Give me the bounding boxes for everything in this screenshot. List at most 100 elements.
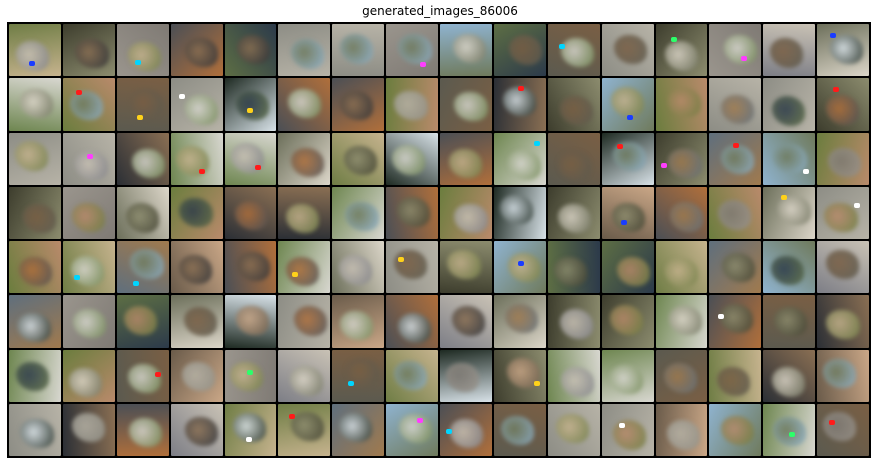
image-subject-blob bbox=[774, 306, 808, 336]
generated-image-tile bbox=[440, 403, 492, 456]
image-subject-blob bbox=[720, 416, 754, 446]
image-subject-blob bbox=[669, 202, 704, 232]
image-subject-blob bbox=[236, 252, 270, 282]
color-artifact-speck bbox=[620, 220, 627, 226]
generated-image-tile bbox=[440, 24, 492, 77]
generated-image-tile bbox=[278, 349, 331, 402]
generated-image-tile bbox=[547, 78, 600, 131]
image-subject-blob bbox=[507, 150, 542, 180]
image-subject-blob bbox=[507, 253, 541, 283]
generated-image-tile bbox=[440, 78, 492, 131]
generated-image-tile bbox=[278, 403, 331, 456]
image-subject-blob bbox=[561, 367, 595, 397]
image-subject-blob bbox=[668, 87, 702, 117]
image-subject-blob bbox=[609, 364, 643, 395]
generated-image-tile bbox=[601, 24, 654, 77]
image-subject-blob bbox=[229, 361, 264, 391]
image-subject-blob bbox=[449, 418, 484, 449]
image-subject-blob bbox=[560, 37, 594, 68]
generated-image-tile bbox=[9, 403, 61, 456]
color-artifact-speck bbox=[558, 43, 565, 49]
figure-title: generated_images_86006 bbox=[362, 4, 518, 18]
color-artifact-speck bbox=[76, 90, 83, 96]
generated-image-tile bbox=[62, 24, 115, 77]
image-subject-blob bbox=[291, 411, 325, 442]
generated-image-tile bbox=[817, 24, 869, 77]
generated-image-tile bbox=[116, 349, 169, 402]
image-subject-blob bbox=[822, 358, 856, 388]
image-subject-blob bbox=[829, 34, 864, 65]
image-subject-blob bbox=[18, 256, 53, 286]
image-subject-blob bbox=[553, 256, 587, 286]
generated-image-tile bbox=[763, 295, 816, 348]
generated-image-tile bbox=[386, 295, 438, 348]
generated-image-tile bbox=[170, 295, 223, 348]
image-subject-blob bbox=[724, 34, 758, 64]
generated-image-tile bbox=[655, 241, 708, 294]
image-subject-blob bbox=[289, 366, 324, 396]
generated-image-tile bbox=[709, 186, 762, 239]
generated-image-tile bbox=[709, 24, 762, 77]
generated-image-tile bbox=[62, 186, 115, 239]
generated-image-tile bbox=[763, 132, 816, 185]
generated-image-tile bbox=[278, 132, 331, 185]
image-subject-blob bbox=[236, 306, 270, 336]
image-subject-blob bbox=[70, 256, 104, 286]
image-subject-blob bbox=[130, 249, 164, 279]
generated-image-tile bbox=[62, 78, 115, 131]
generated-image-tile bbox=[62, 241, 115, 294]
generated-image-tile bbox=[386, 24, 438, 77]
color-artifact-speck bbox=[29, 60, 36, 66]
generated-image-tile bbox=[440, 186, 492, 239]
generated-image-tile bbox=[547, 186, 600, 239]
generated-image-tile bbox=[278, 295, 331, 348]
generated-image-tile bbox=[547, 295, 600, 348]
generated-image-tile bbox=[763, 78, 816, 131]
color-artifact-speck bbox=[87, 154, 94, 160]
image-subject-blob bbox=[398, 413, 433, 444]
color-artifact-speck bbox=[420, 62, 427, 68]
generated-image-tile bbox=[709, 132, 762, 185]
generated-image-tile bbox=[763, 349, 816, 402]
color-artifact-speck bbox=[781, 195, 788, 201]
color-artifact-speck bbox=[671, 36, 678, 42]
generated-image-tile bbox=[547, 24, 600, 77]
color-artifact-speck bbox=[803, 169, 809, 175]
image-subject-blob bbox=[772, 416, 806, 446]
image-subject-blob bbox=[71, 202, 106, 233]
color-artifact-speck bbox=[718, 314, 725, 320]
generated-image-tile bbox=[9, 78, 61, 131]
image-subject-blob bbox=[15, 41, 50, 71]
color-artifact-speck bbox=[178, 93, 185, 99]
image-subject-blob bbox=[181, 361, 216, 392]
color-artifact-speck bbox=[136, 115, 143, 121]
generated-image-tile bbox=[332, 403, 385, 456]
generated-image-tile bbox=[224, 186, 277, 239]
color-artifact-speck bbox=[398, 257, 405, 263]
image-subject-blob bbox=[338, 412, 373, 443]
image-subject-blob bbox=[285, 204, 319, 234]
image-subject-blob bbox=[73, 308, 107, 338]
image-subject-blob bbox=[559, 309, 593, 339]
color-artifact-speck bbox=[789, 431, 796, 437]
generated-image-tile bbox=[655, 132, 708, 185]
image-subject-blob bbox=[448, 149, 482, 179]
generated-image-tile bbox=[62, 295, 115, 348]
image-subject-blob bbox=[293, 306, 327, 336]
color-artifact-speck bbox=[534, 381, 541, 387]
generated-image-tile bbox=[655, 403, 708, 456]
generated-image-tile bbox=[332, 24, 385, 77]
color-artifact-speck bbox=[741, 55, 748, 61]
generated-image-tile bbox=[170, 78, 223, 131]
image-subject-blob bbox=[770, 38, 804, 68]
generated-image-tile bbox=[547, 349, 600, 402]
image-subject-blob bbox=[19, 88, 53, 119]
image-subject-blob bbox=[185, 416, 219, 446]
image-subject-blob bbox=[129, 89, 164, 119]
color-artifact-speck bbox=[534, 140, 541, 146]
generated-image-tile bbox=[817, 132, 869, 185]
image-subject-blob bbox=[663, 363, 698, 393]
image-subject-blob bbox=[129, 417, 163, 447]
generated-image-tile bbox=[62, 349, 115, 402]
generated-image-tile bbox=[332, 78, 385, 131]
